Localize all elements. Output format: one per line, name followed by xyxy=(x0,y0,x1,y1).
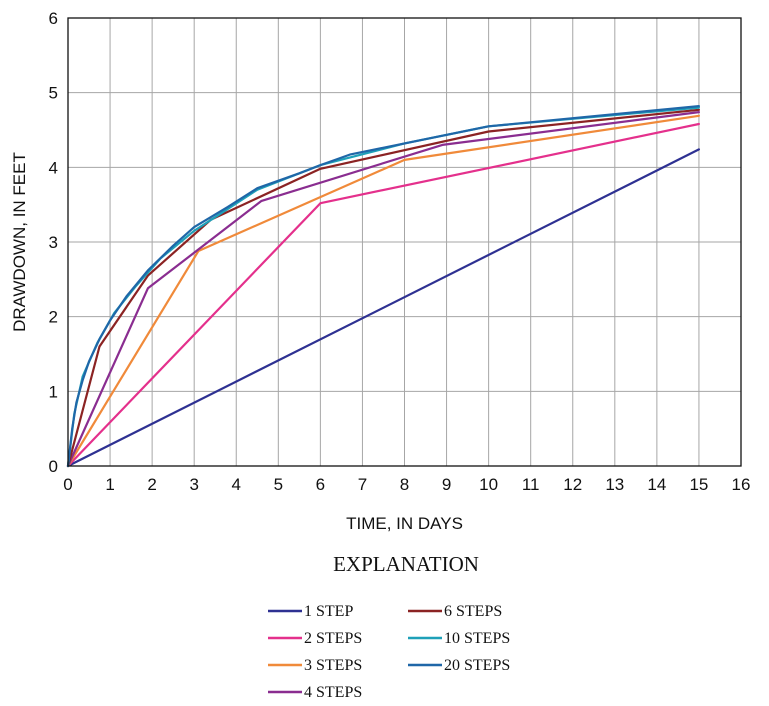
x-tick-label: 10 xyxy=(479,475,498,494)
x-tick-label: 8 xyxy=(400,475,409,494)
x-tick-label: 4 xyxy=(232,475,241,494)
x-tick-label: 5 xyxy=(274,475,283,494)
x-tick-label: 14 xyxy=(647,475,666,494)
x-tick-label: 3 xyxy=(189,475,198,494)
legend-label-1-step: 1 STEP xyxy=(304,603,353,620)
y-tick-label: 4 xyxy=(49,158,58,177)
legend-label-6-steps: 6 STEPS xyxy=(444,603,502,620)
legend-label-20-steps: 20 STEPS xyxy=(444,657,510,674)
x-tick-label: 6 xyxy=(316,475,325,494)
x-tick-label: 0 xyxy=(63,475,72,494)
series-line-4-steps xyxy=(66,110,701,468)
x-tick-label: 11 xyxy=(522,475,540,494)
x-tick-label: 7 xyxy=(358,475,367,494)
legend-label-10-steps: 10 STEPS xyxy=(444,630,510,647)
y-tick-label: 1 xyxy=(49,382,58,401)
series-line-10-steps xyxy=(66,106,701,468)
y-axis-label: DRAWDOWN, IN FEET xyxy=(10,152,29,332)
y-tick-label: 0 xyxy=(49,457,58,476)
x-tick-label: 13 xyxy=(605,475,624,494)
series-lines xyxy=(66,104,701,468)
series-line-3-steps xyxy=(66,114,701,468)
plot-frame xyxy=(67,17,742,467)
y-tick-label: 5 xyxy=(49,84,58,103)
legend: 1 STEP 2 STEPS 3 STEPS 4 STEPS 6 STEPS 10 STE… xyxy=(268,603,510,701)
series-line-1-step xyxy=(66,148,701,468)
y-tick-label: 2 xyxy=(49,308,58,327)
x-tick-label: 15 xyxy=(689,475,708,494)
x-axis-label: TIME, IN DAYS xyxy=(346,514,463,533)
y-tick-label: 6 xyxy=(49,9,58,28)
x-tick-label: 9 xyxy=(442,475,451,494)
y-tick-label: 3 xyxy=(49,233,58,252)
series-line-20-steps xyxy=(66,104,701,468)
legend-label-2-steps: 2 STEPS xyxy=(304,630,362,647)
legend-label-3-steps: 3 STEPS xyxy=(304,657,362,674)
series-line-2-steps xyxy=(66,122,701,468)
grid-lines xyxy=(67,17,742,467)
legend-title: EXPLANATION xyxy=(333,552,479,576)
legend-label-4-steps: 4 STEPS xyxy=(304,684,362,701)
x-tick-label: 16 xyxy=(732,475,751,494)
x-tick-label: 2 xyxy=(147,475,156,494)
x-tick-label: 12 xyxy=(563,475,582,494)
x-tick-label: 1 xyxy=(105,475,114,494)
